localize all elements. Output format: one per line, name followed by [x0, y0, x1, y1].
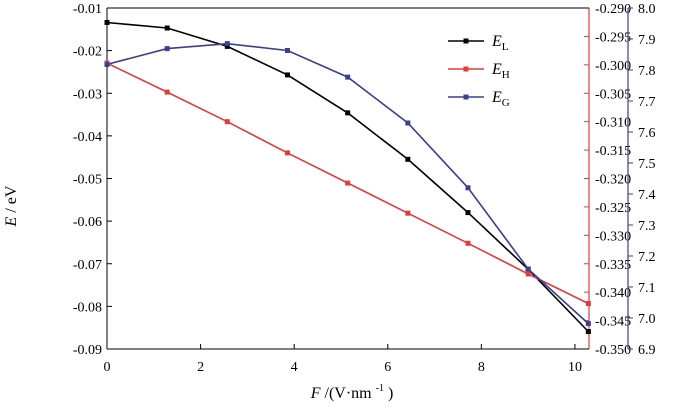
legend-swatch-marker [463, 38, 469, 44]
point-eh [224, 119, 230, 125]
legend-swatch-marker [463, 66, 469, 72]
left-tick-label: -0.03 [73, 87, 102, 102]
right-y-axis-eg: 8.0 7.9 7.8 7.7 7.6 7.5 7.4 7.3 7.2 7.1 7.0 6.9 [627, 2, 656, 358]
left-tick-label: -0.05 [73, 173, 102, 188]
x-tick-label: 0 [104, 360, 111, 375]
point-el [465, 210, 471, 216]
point-el [284, 72, 290, 78]
x-tick-label: 4 [291, 360, 298, 375]
legend-label-sub: H [502, 69, 510, 81]
right-eg-tick-label: 7.1 [638, 281, 656, 296]
legend-label-var: E [491, 89, 502, 106]
point-eh [345, 180, 351, 186]
right-eh-tick-label: -0.300 [595, 59, 631, 74]
right-y-axis-eh: -0.290 -0.295 -0.300 -0.305 -0.310 -0.315 -0.3… [584, 2, 631, 358]
right-eh-tick-label: -0.350 [595, 343, 631, 358]
left-tick-label: -0.07 [73, 258, 102, 273]
point-eg [585, 321, 591, 327]
point-el [345, 110, 351, 116]
x-tick-label: 10 [568, 360, 582, 375]
right-eh-tick-label: -0.295 [595, 30, 631, 45]
right-eg-tick-label: 7.2 [638, 250, 656, 265]
right-eg-tick-label: 7.5 [638, 157, 656, 172]
right-eh-tick-label: -0.320 [595, 173, 631, 188]
right-eh-tick-label: -0.330 [595, 229, 631, 244]
left-tick-label: -0.08 [73, 300, 102, 315]
point-el [405, 156, 411, 162]
point-el [104, 19, 110, 25]
legend-label-sub: L [502, 41, 509, 53]
point-eg [525, 266, 531, 272]
right-eg-tick-label: 7.7 [638, 95, 656, 110]
series-line-el [106, 21, 589, 333]
point-eg [465, 185, 471, 191]
left-tick-label: -0.01 [73, 2, 102, 17]
left-y-axis: -0.01 -0.02 -0.03 -0.04 -0.05 -0.06 -0.07 -0.08… [73, 2, 112, 358]
point-eg [284, 47, 290, 53]
legend-label: EL [491, 33, 509, 53]
point-el [164, 25, 170, 31]
point-el [224, 43, 230, 49]
legend-label-var: E [491, 61, 502, 78]
point-eh [525, 271, 531, 277]
point-eg [345, 74, 351, 80]
right-eh-tick-label: -0.340 [595, 286, 631, 301]
point-eh [465, 240, 471, 246]
y-axis-title: E / eV [3, 185, 20, 227]
x-axis: 0 2 4 6 8 10 [104, 7, 589, 375]
right-eg-tick-label: 7.9 [638, 33, 656, 48]
point-eh [585, 301, 591, 307]
right-eg-tick-label: 7.6 [638, 126, 656, 141]
right-eh-tick-label: -0.315 [595, 144, 631, 159]
legend-label: EG [491, 89, 510, 109]
legend-swatch-marker [463, 94, 469, 100]
legend-item-eg: EG [448, 89, 510, 109]
right-eg-tick-label: 7.0 [638, 312, 656, 327]
right-eg-tick-label: 8.0 [638, 2, 656, 17]
right-eh-tick-label: -0.335 [595, 258, 631, 273]
right-eh-tick-label: -0.305 [595, 87, 631, 102]
x-tick-label: 8 [478, 360, 485, 375]
x-tick-label: 6 [384, 360, 391, 375]
x-axis-title-unit: /(V·nm [325, 385, 373, 402]
legend-label: EH [491, 61, 510, 81]
point-eg [224, 41, 230, 47]
left-tick-label: -0.06 [73, 215, 102, 230]
y-axis-title-unit: / eV [3, 185, 20, 213]
right-eg-tick-label: 6.9 [638, 343, 656, 358]
legend-item-el: EL [448, 33, 509, 53]
point-eg [405, 120, 411, 126]
right-eh-tick-label: -0.345 [595, 315, 631, 330]
point-eg [104, 61, 110, 67]
right-eh-tick-label: -0.290 [595, 2, 631, 17]
left-tick-label: -0.02 [73, 45, 102, 60]
x-axis-title: F /(V·nm -1 ) [310, 378, 394, 402]
legend-label-sub: G [502, 97, 510, 109]
right-eh-tick-label: -0.310 [595, 116, 631, 131]
x-axis-title-sup: -1 [376, 383, 384, 394]
point-eh [284, 150, 290, 156]
point-eh [405, 210, 411, 216]
right-eg-tick-label: 7.8 [638, 64, 656, 79]
legend-item-eh: EH [448, 61, 510, 81]
x-axis-title-var: F [310, 385, 321, 402]
right-eh-tick-label: -0.325 [595, 201, 631, 216]
right-eg-tick-label: 7.4 [638, 188, 656, 203]
point-eh [164, 89, 170, 95]
x-tick-label: 2 [197, 360, 204, 375]
y-axis-title-var: E [3, 216, 20, 227]
left-tick-label: -0.09 [73, 343, 102, 358]
point-eg [164, 46, 170, 52]
x-axis-title-close: ) [388, 385, 393, 402]
legend-label-var: E [491, 33, 502, 50]
left-tick-label: -0.04 [73, 130, 102, 145]
right-eg-tick-label: 7.3 [638, 219, 656, 234]
series-layer [104, 19, 591, 335]
point-el [585, 329, 591, 335]
